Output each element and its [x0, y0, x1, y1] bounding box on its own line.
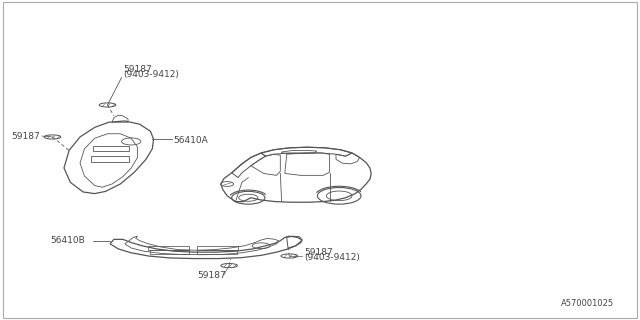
Text: 56410A: 56410A — [173, 136, 207, 145]
Text: 59187: 59187 — [12, 132, 40, 140]
Text: 59187: 59187 — [123, 65, 152, 74]
Text: 59187: 59187 — [305, 248, 333, 257]
Text: 59187: 59187 — [197, 271, 225, 280]
Text: (9403-9412): (9403-9412) — [123, 70, 179, 79]
Text: 56410B: 56410B — [50, 236, 84, 245]
Text: A570001025: A570001025 — [561, 299, 614, 308]
Text: (9403-9412): (9403-9412) — [305, 253, 360, 262]
